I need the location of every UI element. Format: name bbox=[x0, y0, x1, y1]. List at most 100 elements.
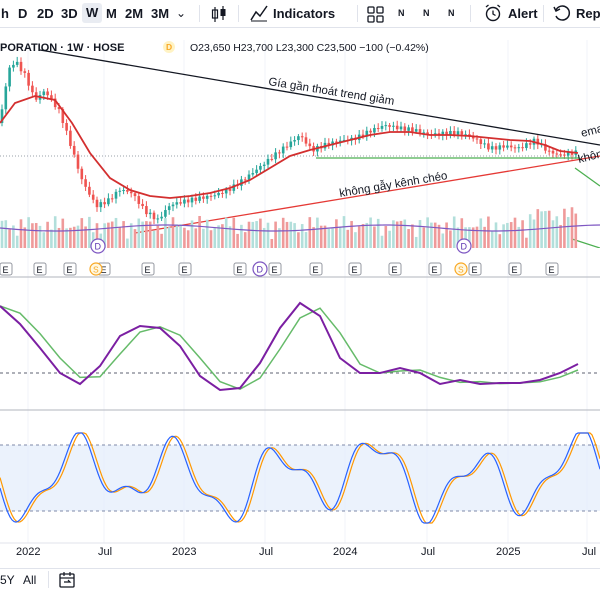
earnings-marker[interactable]: E bbox=[468, 262, 482, 276]
earnings-marker[interactable]: E bbox=[0, 262, 13, 276]
volume-bar bbox=[551, 220, 555, 248]
candle-body bbox=[445, 131, 448, 136]
volume-bar bbox=[395, 221, 399, 248]
khong-annotation[interactable]: khôn bbox=[577, 148, 600, 166]
volume-bar bbox=[42, 232, 46, 248]
candle-body bbox=[327, 142, 331, 146]
volume-bar bbox=[164, 218, 167, 248]
earnings-marker[interactable]: E bbox=[388, 262, 402, 276]
earnings-marker[interactable]: E bbox=[309, 262, 323, 276]
timeframe-w[interactable]: W bbox=[82, 3, 103, 23]
ema-annotation[interactable]: ema bbox=[580, 123, 600, 140]
candle-body bbox=[65, 123, 68, 131]
symbol-title[interactable]: PORATION · 1W · HOSE bbox=[0, 42, 124, 54]
replay-icon[interactable] bbox=[553, 4, 571, 22]
dividend-marker[interactable]: D bbox=[456, 238, 472, 254]
timeframe-2m[interactable]: 2M bbox=[125, 6, 144, 21]
candle-body bbox=[449, 130, 452, 136]
volume-ma-line bbox=[0, 224, 600, 232]
earnings-marker[interactable]: E bbox=[545, 262, 559, 276]
n-icon[interactable]: N bbox=[423, 8, 430, 18]
range-5y-button[interactable]: 5Y bbox=[0, 573, 15, 587]
earnings-marker-label: E bbox=[313, 265, 319, 275]
timeframe-2d[interactable]: 2D bbox=[37, 6, 54, 21]
candle-body bbox=[118, 190, 122, 192]
earnings-marker[interactable]: E bbox=[233, 262, 247, 276]
earnings-marker-label: E bbox=[352, 265, 358, 275]
chart-canvas[interactable]: Gía gần thoát trend giảm không gẫy kênh … bbox=[0, 28, 600, 568]
volume-bar bbox=[373, 226, 376, 248]
earnings-marker-label: E bbox=[67, 265, 73, 275]
candle-body bbox=[551, 150, 555, 154]
volume-bar bbox=[414, 236, 418, 248]
replay-button[interactable]: Repl bbox=[576, 6, 600, 21]
volume-bar bbox=[449, 230, 452, 248]
indicators-icon[interactable] bbox=[250, 4, 268, 22]
earnings-marker[interactable]: E bbox=[178, 262, 192, 276]
volume-bar bbox=[285, 221, 289, 248]
volume-bar bbox=[528, 214, 532, 248]
candle-body bbox=[46, 91, 49, 96]
timeframe-3d[interactable]: 3D bbox=[61, 6, 78, 21]
volume-bar bbox=[456, 227, 460, 248]
dividend-marker[interactable]: D bbox=[252, 261, 268, 277]
earnings-marker[interactable]: E bbox=[508, 262, 522, 276]
timeframe-3m[interactable]: 3M bbox=[151, 6, 170, 21]
candle-body bbox=[72, 145, 76, 155]
candle-body bbox=[213, 195, 217, 197]
toolbar-divider bbox=[543, 5, 544, 22]
dividend-marker[interactable]: D bbox=[90, 238, 106, 254]
earnings-marker[interactable]: E bbox=[33, 262, 47, 276]
volume-bar bbox=[323, 225, 327, 248]
volume-bar bbox=[129, 223, 133, 248]
earnings-marker-label: E bbox=[432, 265, 438, 275]
volume-bar bbox=[103, 223, 106, 248]
earnings-marker[interactable]: E bbox=[428, 262, 442, 276]
volume-bar bbox=[76, 225, 80, 248]
volume-bar bbox=[490, 231, 494, 248]
volume-bar bbox=[148, 221, 152, 248]
volume-bar bbox=[122, 221, 125, 248]
channel-line[interactable] bbox=[134, 155, 600, 234]
support-extension-line[interactable] bbox=[574, 167, 600, 187]
split-marker[interactable]: S bbox=[89, 262, 103, 276]
candle-body bbox=[471, 136, 475, 139]
earnings-marker[interactable]: E bbox=[141, 262, 155, 276]
volume-bar bbox=[281, 217, 285, 248]
candle-body bbox=[388, 125, 391, 127]
candle-style-icon[interactable] bbox=[210, 5, 228, 22]
earnings-marker[interactable]: E bbox=[268, 262, 282, 276]
timeframe-dropdown-icon[interactable]: ⌄ bbox=[176, 6, 187, 20]
candle-body bbox=[563, 154, 566, 156]
range-all-button[interactable]: All bbox=[23, 573, 37, 587]
split-marker[interactable]: S bbox=[454, 262, 468, 276]
channel-annotation[interactable]: không gẫy kênh chéo bbox=[338, 169, 448, 200]
n-icon[interactable]: N bbox=[448, 8, 455, 18]
earnings-marker-box bbox=[178, 262, 192, 276]
time-axis-label: 2025 bbox=[496, 546, 520, 558]
time-axis[interactable]: 2022 Jul 2023 Jul 2024 Jul 2025 Jul bbox=[16, 546, 596, 558]
alarm-clock-icon[interactable] bbox=[484, 4, 502, 22]
candle-body bbox=[88, 186, 91, 195]
earnings-marker[interactable]: E bbox=[63, 262, 77, 276]
volume-bar bbox=[574, 213, 578, 248]
alert-button[interactable]: Alert bbox=[508, 6, 538, 21]
timeframe-m[interactable]: M bbox=[106, 6, 117, 21]
volume-bar bbox=[137, 218, 141, 248]
n-icon[interactable]: N bbox=[398, 8, 405, 18]
downtrend-line[interactable] bbox=[39, 49, 600, 146]
layout-grid-icon[interactable] bbox=[367, 5, 384, 23]
volume-bar bbox=[494, 222, 498, 248]
earnings-marker-box bbox=[0, 262, 13, 276]
candle-body bbox=[61, 109, 65, 124]
indicators-button[interactable]: Indicators bbox=[273, 6, 336, 21]
timeframe-h[interactable]: h bbox=[1, 6, 9, 21]
volume-bar bbox=[331, 228, 334, 248]
candle-body bbox=[285, 146, 289, 148]
date-range-icon[interactable] bbox=[58, 571, 76, 589]
candle-body bbox=[525, 143, 528, 149]
timeframe-d[interactable]: D bbox=[18, 6, 28, 21]
volume-bar bbox=[15, 235, 19, 248]
earnings-marker[interactable]: E bbox=[348, 262, 362, 276]
volume-bar bbox=[57, 227, 61, 248]
